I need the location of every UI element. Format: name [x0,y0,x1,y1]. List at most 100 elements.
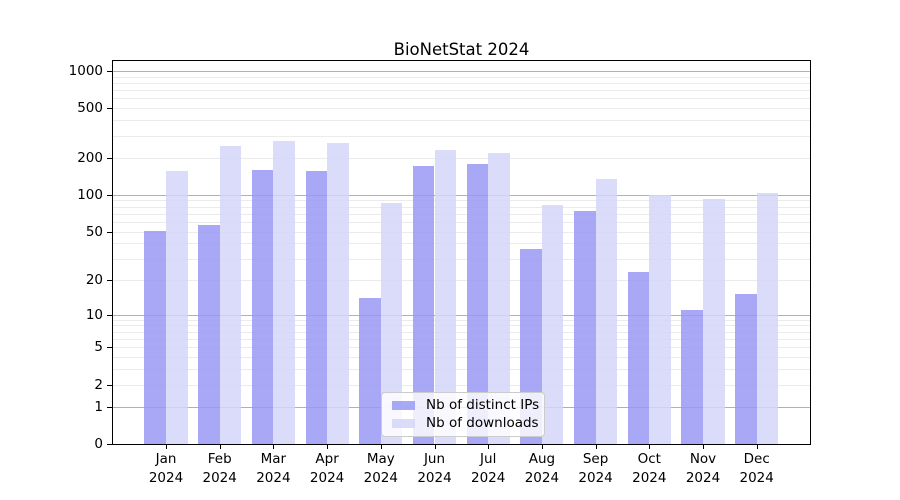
x-tick-year-jan: 2024 [148,469,184,486]
gridline-major-100 [113,194,810,196]
bar-ips-jul [466,164,489,444]
gridline-minor-90 [113,200,810,202]
gridline-major-1000 [113,70,810,72]
x-tick-feb [219,445,221,449]
bar-downloads-jan [166,171,188,444]
y-tick-label-0: 0 [94,436,103,452]
x-tick-jan [166,445,167,449]
bar-ips-may [359,297,381,444]
bar-downloads-sep [595,178,618,444]
x-tick-aug [541,445,543,449]
legend-label-downloads: Nb of downloads [426,415,539,431]
bar-downloads-may [380,203,403,444]
gridline-minor-400 [113,120,810,122]
x-tick-month-oct: Oct [637,451,661,467]
legend-entry-downloads: Nb of downloads [392,416,539,431]
x-tick-oct [649,445,651,449]
gridline-minor-600 [113,98,810,100]
x-tick-month-dec: Dec [743,451,770,467]
y-tick-10 [107,314,112,316]
gridline-minor-7 [113,331,810,333]
gridline-minor-5 [113,347,810,349]
bar-ips-mar [251,170,274,444]
legend-swatch-distinct-ips [392,401,415,410]
gridline-minor-60 [113,222,810,223]
bar-downloads-feb [219,145,242,444]
y-tick-5 [107,347,112,349]
chart-title: BioNetStat 2024 [393,40,530,59]
bar-downloads-mar [273,141,295,444]
x-tick-label-mar: Mar 2024 [241,450,305,487]
bar-ips-dec [735,294,757,444]
x-tick-nov [703,445,704,449]
y-tick-1000 [107,70,112,72]
x-tick-jun [434,445,436,449]
legend-label-distinct-ips: Nb of distinct IPs [426,397,540,413]
y-tick-label-200: 200 [77,149,103,166]
gridline-minor-8 [113,325,810,327]
y-tick-200 [107,157,112,159]
y-tick-0 [107,444,112,445]
x-tick-dec [756,445,758,449]
x-tick-year-jul: 2024 [471,469,506,486]
y-tick-label-10: 10 [85,306,103,323]
x-tick-month-jan: Jan [155,451,177,467]
legend-swatch-downloads [392,419,415,428]
y-tick-20 [107,279,112,281]
gridline-minor-4 [113,357,810,359]
x-tick-label-jun: Jun 2024 [403,450,467,487]
gridline-minor-40 [113,243,810,245]
x-tick-year-may: 2024 [363,469,398,486]
bar-ips-apr [305,170,328,444]
x-tick-label-may: May 2024 [349,450,413,487]
gridline-minor-30 [113,258,810,260]
x-tick-apr [327,445,329,449]
gridline-minor-50 [113,231,810,233]
legend-entry-distinct-ips: Nb of distinct IPs [392,398,539,413]
gridline-minor-6 [113,338,810,340]
x-tick-month-feb: Feb [207,451,232,467]
bar-ips-nov [681,309,703,444]
x-tick-label-dec: Dec 2024 [725,450,789,487]
y-tick-500 [107,108,112,110]
gridline-minor-20 [113,279,810,281]
gridline-minor-900 [113,76,810,78]
bar-downloads-oct [649,194,671,444]
bar-ips-sep [574,210,596,444]
legend: Nb of distinct IPs Nb of downloads [381,392,545,437]
x-tick-label-jul: Jul 2024 [456,450,520,487]
x-tick-may [380,445,382,449]
y-tick-50 [107,231,112,233]
x-tick-label-nov: Nov 2024 [671,450,735,487]
x-tick-month-apr: Apr [315,451,339,467]
gridline-minor-70 [113,213,810,215]
y-tick-1 [107,406,112,408]
gridline-minor-500 [113,108,810,110]
y-tick-label-2: 2 [94,376,103,393]
bar-downloads-jul [488,153,510,444]
x-tick-label-oct: Oct 2024 [617,450,681,487]
bar-ips-jun [412,165,435,444]
x-tick-label-apr: Apr 2024 [295,450,359,487]
y-tick-label-500: 500 [77,100,103,117]
x-tick-year-sep: 2024 [578,469,613,486]
x-tick-year-mar: 2024 [256,469,291,486]
y-tick-100 [107,194,112,196]
x-tick-label-aug: Aug 2024 [510,450,574,487]
x-tick-year-aug: 2024 [524,469,560,486]
x-tick-label-sep: Sep 2024 [564,450,628,487]
x-tick-month-nov: Nov [689,451,717,467]
x-tick-sep [595,445,597,449]
bar-downloads-nov [703,199,725,444]
x-tick-jul [488,445,490,449]
bar-downloads-dec [756,193,779,444]
x-tick-year-feb: 2024 [202,469,237,486]
x-tick-year-nov: 2024 [685,469,721,486]
x-tick-label-feb: Feb 2024 [188,450,252,487]
bar-ips-feb [198,224,220,444]
x-tick-month-mar: Mar [260,451,287,467]
bar-downloads-apr [327,143,349,444]
x-tick-month-jul: Jul [480,451,497,467]
x-tick-year-dec: 2024 [739,469,774,486]
